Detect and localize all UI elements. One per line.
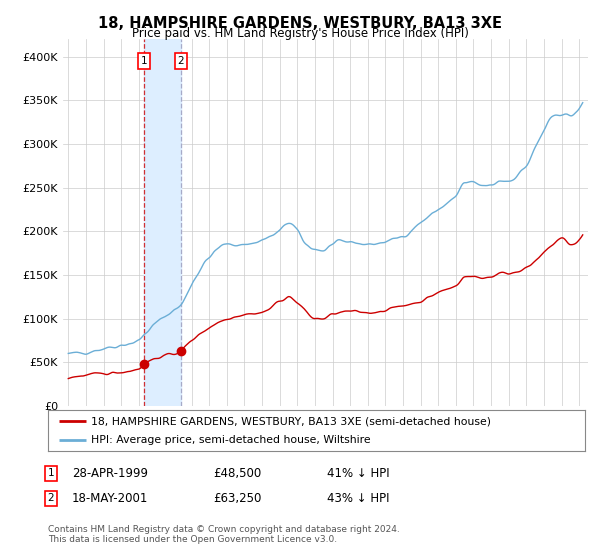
Text: 41% ↓ HPI: 41% ↓ HPI <box>327 466 389 480</box>
Text: Price paid vs. HM Land Registry's House Price Index (HPI): Price paid vs. HM Land Registry's House … <box>131 27 469 40</box>
Text: Contains HM Land Registry data © Crown copyright and database right 2024.
This d: Contains HM Land Registry data © Crown c… <box>48 525 400 544</box>
Text: 2: 2 <box>47 493 55 503</box>
Text: 18, HAMPSHIRE GARDENS, WESTBURY, BA13 3XE: 18, HAMPSHIRE GARDENS, WESTBURY, BA13 3X… <box>98 16 502 31</box>
Text: 28-APR-1999: 28-APR-1999 <box>72 466 148 480</box>
Text: 1: 1 <box>141 56 148 66</box>
Text: 18-MAY-2001: 18-MAY-2001 <box>72 492 148 505</box>
Text: £63,250: £63,250 <box>213 492 262 505</box>
Bar <box>145 39 181 406</box>
Text: 43% ↓ HPI: 43% ↓ HPI <box>327 492 389 505</box>
Text: 2: 2 <box>178 56 184 66</box>
Text: 1: 1 <box>47 468 55 478</box>
Text: £48,500: £48,500 <box>213 466 261 480</box>
Text: 18, HAMPSHIRE GARDENS, WESTBURY, BA13 3XE (semi-detached house): 18, HAMPSHIRE GARDENS, WESTBURY, BA13 3X… <box>91 417 491 426</box>
Text: HPI: Average price, semi-detached house, Wiltshire: HPI: Average price, semi-detached house,… <box>91 435 371 445</box>
